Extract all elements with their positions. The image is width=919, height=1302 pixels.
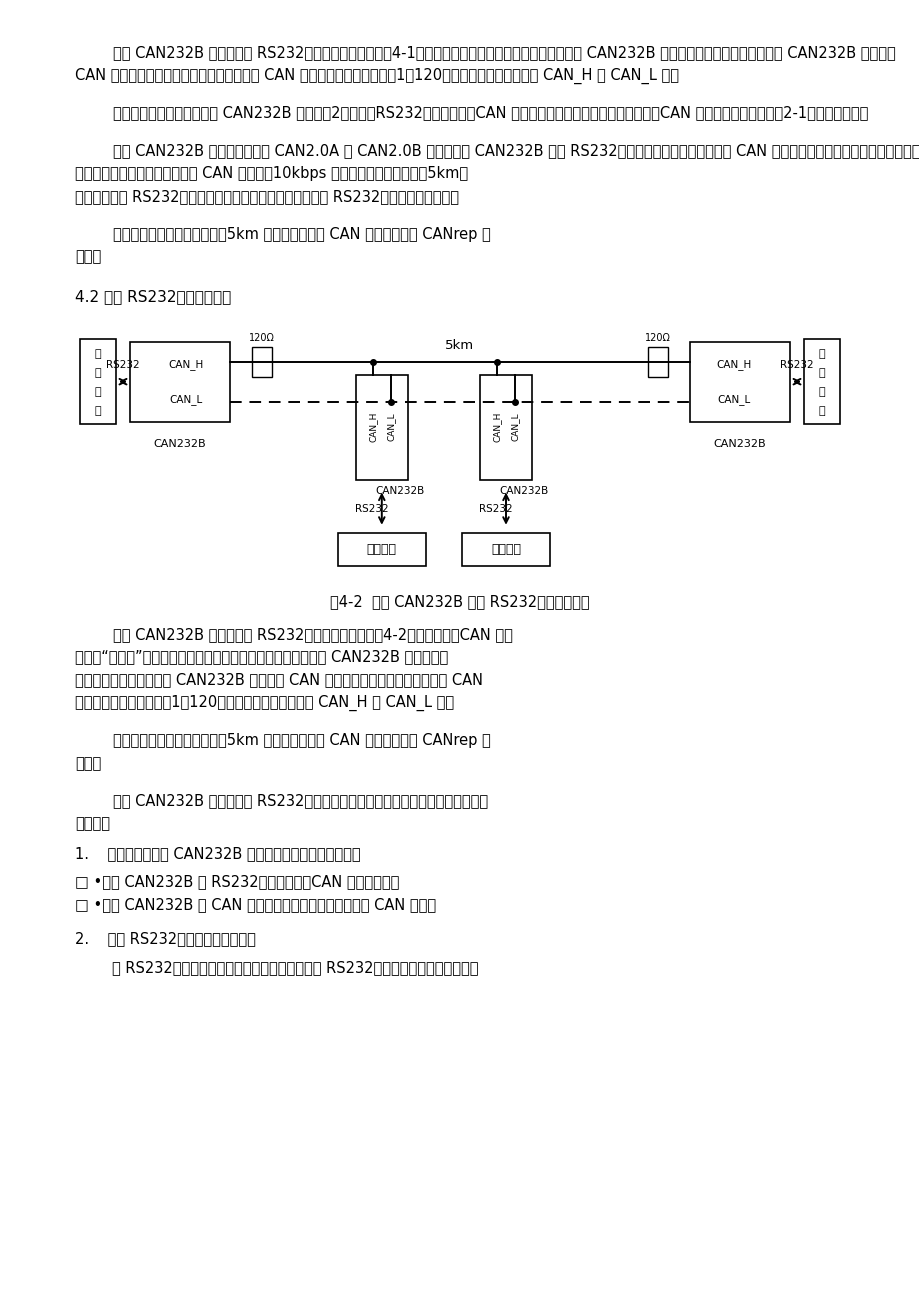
- Text: RS232: RS232: [106, 359, 140, 370]
- Text: 备: 备: [818, 406, 824, 415]
- Text: CAN_H: CAN_H: [716, 358, 751, 370]
- Text: 用户设备: 用户设备: [491, 543, 520, 556]
- Bar: [803, 340, 839, 424]
- Text: 对 RS232主控设备而言，需要具备寻址其它多个 RS232设备的能力。此时，需要按: 对 RS232主控设备而言，需要具备寻址其它多个 RS232设备的能力。此时，需…: [75, 960, 478, 975]
- Text: CAN_L: CAN_L: [386, 413, 395, 441]
- Text: 户: 户: [95, 368, 101, 378]
- Text: 是一个“直线型”网络。首先，需要将每个用户设备分别连接一个 CAN232B 转换器；然: 是一个“直线型”网络。首先，需要将每个用户设备分别连接一个 CAN232B 转换…: [75, 650, 448, 664]
- Bar: [647, 346, 667, 376]
- Text: 备: 备: [95, 406, 101, 415]
- Text: 如果用户的数据传输距离超过5km 距离，则需要在 CAN 网络中间安裄 CANrep 中: 如果用户的数据传输距离超过5km 距离，则需要在 CAN 网络中间安裄 CANr…: [113, 733, 490, 747]
- Text: CAN232B: CAN232B: [713, 439, 766, 449]
- Text: 4.2 实现 RS232多机通讯网络: 4.2 实现 RS232多机通讯网络: [75, 289, 231, 303]
- Bar: [80, 340, 116, 424]
- Text: 120Ω: 120Ω: [644, 333, 670, 342]
- Bar: [461, 533, 550, 565]
- Text: 极大地提高了 RS232数据的传输距离，同时也能够大大改善 RS232数据传输的可靠性。: 极大地提高了 RS232数据的传输距离，同时也能够大大改善 RS232数据传输的…: [75, 189, 459, 204]
- Text: 2.    用户 RS232主控设备的软件设计: 2. 用户 RS232主控设备的软件设计: [75, 931, 255, 947]
- Text: 置环节：: 置环节：: [75, 816, 110, 832]
- Text: CAN232B: CAN232B: [153, 439, 206, 449]
- Text: CAN232B: CAN232B: [499, 486, 549, 496]
- Text: CAN_H: CAN_H: [493, 411, 501, 443]
- Text: CAN 端口即可。当通讯距离较远时，需要在 CAN 网络的两个端点处各安裈1个120欧姆的电阵，电阵跨接在 CAN_H 和 CAN_L 上。: CAN 端口即可。当通讯距离较远时，需要在 CAN 网络的两个端点处各安裈1个1…: [75, 68, 678, 85]
- Text: 5km: 5km: [445, 339, 474, 352]
- Text: 利用 CAN232B 转换器实现 RS232点对点远程通讯，如图4-1所示。只需要将每个用户设备分别连接一个 CAN232B 转换器，再通过双绞线连接两个 CA: 利用 CAN232B 转换器实现 RS232点对点远程通讯，如图4-1所示。只需…: [113, 46, 895, 60]
- Text: 后，通过双绞线连接各个 CAN232B 转换器的 CAN 端口，即可通讯。另外，需要在 CAN: 后，通过双绞线连接各个 CAN232B 转换器的 CAN 端口，即可通讯。另外，…: [75, 672, 482, 687]
- Text: 无损仲裁和错误检测处理等。在 CAN 波特率为10kbps 时，数据传输距离可达到5km，: 无损仲裁和错误检测处理等。在 CAN 波特率为10kbps 时，数据传输距离可达…: [75, 167, 468, 181]
- Text: RS232: RS232: [779, 359, 813, 370]
- Text: CAN_H: CAN_H: [369, 411, 377, 443]
- Text: 由于 CAN232B 转换器完全支持 CAN2.0A 和 CAN2.0B 协议，利用 CAN232B 实现 RS232点对点远程通讯，可充分利用 CAN 总线的: 由于 CAN232B 转换器完全支持 CAN2.0A 和 CAN2.0B 协议，…: [113, 143, 919, 159]
- Text: 120Ω: 120Ω: [249, 333, 275, 342]
- Text: 继器。: 继器。: [75, 755, 101, 771]
- Bar: [689, 341, 789, 422]
- Text: 继器。: 继器。: [75, 250, 101, 264]
- Text: 设: 设: [95, 387, 101, 397]
- Text: 在实现通讯前，只需要设置 CAN232B 转换器的2个参数：RS232通讯波特率、CAN 通讯波特率，其他参数无需进行设置。CAN 通讯波特率可以查找图2-1中: 在实现通讯前，只需要设置 CAN232B 转换器的2个参数：RS232通讯波特率…: [113, 105, 868, 121]
- Text: CAN_L: CAN_L: [169, 393, 202, 405]
- Text: □ •设置 CAN232B 中 CAN 报文滤波器，使设备接收所有的 CAN 报文。: □ •设置 CAN232B 中 CAN 报文滤波器，使设备接收所有的 CAN 报…: [75, 897, 436, 911]
- Bar: [480, 375, 531, 479]
- Text: CAN_H: CAN_H: [168, 358, 203, 370]
- Text: 如果用户的数据传输距离超过5km 距离，则需要在 CAN 网络中间安裄 CANrep 中: 如果用户的数据传输距离超过5km 距离，则需要在 CAN 网络中间安裄 CANr…: [113, 227, 490, 242]
- Text: CAN_L: CAN_L: [717, 393, 750, 405]
- Text: 利用 CAN232B 转换器实现 RS232多机通讯网络，还需要考虑是否执行以下软件设: 利用 CAN232B 转换器实现 RS232多机通讯网络，还需要考虑是否执行以下…: [113, 793, 488, 809]
- Bar: [337, 533, 425, 565]
- Bar: [356, 375, 407, 479]
- Text: 设: 设: [818, 387, 824, 397]
- Text: RS232: RS232: [355, 504, 388, 514]
- Text: 用户设备: 用户设备: [367, 543, 396, 556]
- Text: CAN232B: CAN232B: [375, 486, 425, 496]
- Text: 网络的两个端点处各安裄1个120欧姆的电阵，电阵跨接在 CAN_H 和 CAN_L 上。: 网络的两个端点处各安裄1个120欧姆的电阵，电阵跨接在 CAN_H 和 CAN_…: [75, 695, 454, 711]
- Text: CAN_L: CAN_L: [510, 413, 518, 441]
- Text: 图4-2  利用 CAN232B 实现 RS232多机网络通讯: 图4-2 利用 CAN232B 实现 RS232多机网络通讯: [330, 594, 589, 608]
- Bar: [252, 346, 272, 376]
- Text: 用: 用: [95, 349, 101, 359]
- Text: RS232: RS232: [479, 504, 512, 514]
- Text: 利用 CAN232B 转换器实现 RS232多机通讯网络，如图4-2所示。注意，CAN 网络: 利用 CAN232B 转换器实现 RS232多机通讯网络，如图4-2所示。注意，…: [113, 626, 512, 642]
- Bar: [130, 341, 230, 422]
- Text: □ •设置 CAN232B 的 RS232通讯波特率、CAN 通讯波特率。: □ •设置 CAN232B 的 RS232通讯波特率、CAN 通讯波特率。: [75, 874, 399, 889]
- Text: 1.    配置主控设备的 CAN232B 转换器（通过配置软件设置）: 1. 配置主控设备的 CAN232B 转换器（通过配置软件设置）: [75, 846, 360, 862]
- Text: 户: 户: [818, 368, 824, 378]
- Text: 用: 用: [818, 349, 824, 359]
